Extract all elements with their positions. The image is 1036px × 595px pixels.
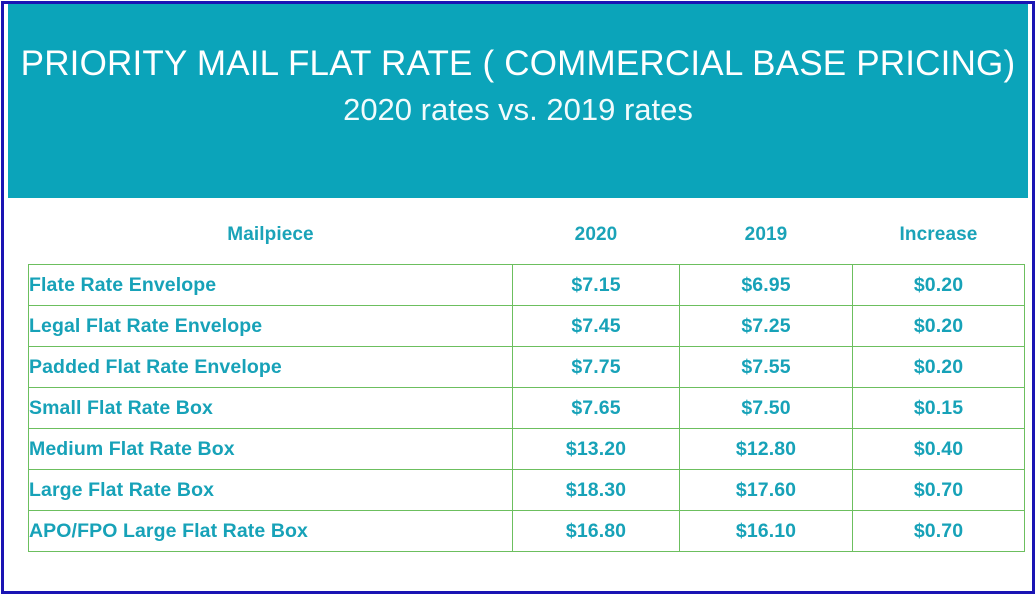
cell-2020: $7.65 [512, 387, 680, 429]
table-body: Flate Rate Envelope $7.15 $6.95 $0.20 Le… [28, 264, 1025, 552]
cell-2019: $7.25 [679, 305, 853, 347]
cell-2019: $12.80 [679, 428, 853, 470]
cell-2019: $6.95 [679, 264, 853, 306]
cell-increase: $0.15 [852, 387, 1025, 429]
cell-mailpiece: Flate Rate Envelope [28, 264, 513, 306]
cell-increase: $0.20 [852, 264, 1025, 306]
table-row: Flate Rate Envelope $7.15 $6.95 $0.20 [28, 264, 1025, 306]
title-banner: PRIORITY MAIL FLAT RATE ( COMMERCIAL BAS… [8, 4, 1028, 198]
table-row: Small Flat Rate Box $7.65 $7.50 $0.15 [28, 387, 1025, 429]
table-row: Legal Flat Rate Envelope $7.45 $7.25 $0.… [28, 305, 1025, 347]
rates-table: Mailpiece 2020 2019 Increase Flate Rate … [28, 198, 1025, 552]
page-inner: PRIORITY MAIL FLAT RATE ( COMMERCIAL BAS… [4, 4, 1032, 591]
cell-2020: $7.45 [512, 305, 680, 347]
cell-2020: $7.75 [512, 346, 680, 388]
cell-increase: $0.20 [852, 346, 1025, 388]
column-header-increase: Increase [852, 198, 1025, 265]
cell-2020: $13.20 [512, 428, 680, 470]
cell-2020: $16.80 [512, 510, 680, 552]
column-header-mailpiece: Mailpiece [28, 198, 513, 265]
cell-mailpiece: Legal Flat Rate Envelope [28, 305, 513, 347]
table-row: Padded Flat Rate Envelope $7.75 $7.55 $0… [28, 346, 1025, 388]
cell-2020: $7.15 [512, 264, 680, 306]
cell-mailpiece: APO/FPO Large Flat Rate Box [28, 510, 513, 552]
rates-table-container: Mailpiece 2020 2019 Increase Flate Rate … [8, 198, 1028, 585]
cell-2019: $17.60 [679, 469, 853, 511]
table-header-row: Mailpiece 2020 2019 Increase [28, 198, 1025, 265]
page-subtitle: 2020 rates vs. 2019 rates [343, 92, 693, 127]
cell-2019: $7.55 [679, 346, 853, 388]
column-header-2020: 2020 [512, 198, 680, 265]
cell-2019: $16.10 [679, 510, 853, 552]
table-row: Medium Flat Rate Box $13.20 $12.80 $0.40 [28, 428, 1025, 470]
cell-mailpiece: Medium Flat Rate Box [28, 428, 513, 470]
cell-2020: $18.30 [512, 469, 680, 511]
cell-increase: $0.70 [852, 510, 1025, 552]
table-head: Mailpiece 2020 2019 Increase [28, 198, 1025, 265]
table-row: APO/FPO Large Flat Rate Box $16.80 $16.1… [28, 510, 1025, 552]
cell-increase: $0.70 [852, 469, 1025, 511]
column-header-2019: 2019 [679, 198, 853, 265]
cell-2019: $7.50 [679, 387, 853, 429]
table-row: Large Flat Rate Box $18.30 $17.60 $0.70 [28, 469, 1025, 511]
cell-mailpiece: Padded Flat Rate Envelope [28, 346, 513, 388]
cell-increase: $0.20 [852, 305, 1025, 347]
cell-mailpiece: Large Flat Rate Box [28, 469, 513, 511]
page-title: PRIORITY MAIL FLAT RATE ( COMMERCIAL BAS… [20, 44, 1016, 83]
cell-mailpiece: Small Flat Rate Box [28, 387, 513, 429]
cell-increase: $0.40 [852, 428, 1025, 470]
